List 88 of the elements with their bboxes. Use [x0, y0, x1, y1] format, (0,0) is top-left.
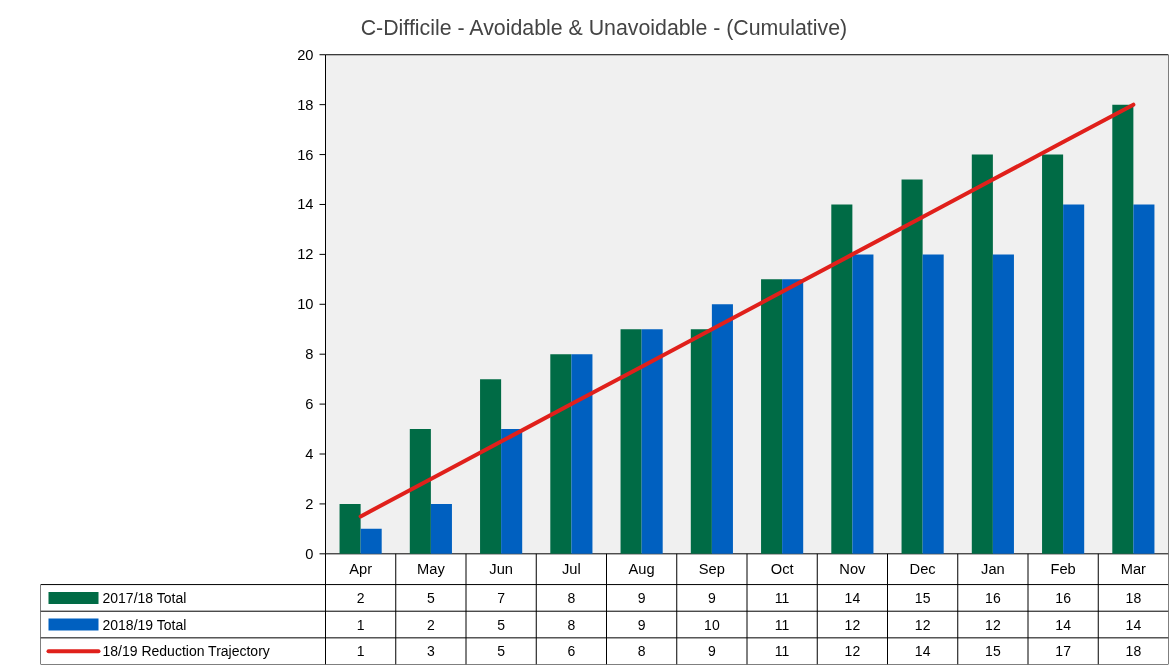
data-label: 11 — [774, 589, 790, 606]
y-tick-label: 20 — [297, 46, 314, 63]
y-tick-label: 2 — [305, 495, 314, 512]
data-label: 12 — [985, 616, 1001, 633]
data-label: 8 — [637, 643, 646, 660]
data-label: 9 — [637, 616, 646, 633]
y-tick-label: 10 — [297, 296, 314, 313]
data-label: 14 — [1055, 616, 1072, 633]
data-label: 12 — [914, 616, 931, 633]
bar — [711, 304, 733, 554]
y-tick-label: 16 — [297, 146, 314, 163]
data-label: 6 — [567, 643, 576, 660]
data-label: 16 — [985, 589, 1001, 606]
data-label: 8 — [567, 589, 576, 606]
bar — [430, 503, 452, 554]
bar — [550, 354, 572, 554]
data-label: 9 — [637, 589, 646, 606]
y-tick-label: 0 — [305, 545, 314, 562]
bar — [571, 354, 593, 554]
x-tick-label: Nov — [839, 561, 867, 578]
x-tick-label: Mar — [1120, 561, 1147, 578]
data-label: 5 — [497, 643, 506, 660]
data-label: 14 — [914, 643, 931, 660]
data-label: 14 — [844, 589, 861, 606]
bar — [901, 179, 923, 554]
bar — [641, 329, 663, 554]
bar — [922, 254, 944, 554]
bar — [690, 329, 712, 554]
data-label: 18 — [1125, 643, 1142, 660]
x-tick-label: Aug — [628, 561, 655, 578]
bar — [1112, 104, 1134, 554]
data-label: 17 — [1055, 643, 1072, 660]
bar — [360, 528, 382, 554]
data-label: 11 — [774, 643, 790, 660]
bar — [761, 279, 783, 554]
legend-label: 2018/19 Total — [102, 616, 187, 633]
data-label: 3 — [426, 643, 435, 660]
data-label: 18 — [1125, 589, 1142, 606]
data-label: 9 — [707, 589, 716, 606]
bar — [409, 429, 431, 554]
y-tick-label: 12 — [297, 246, 314, 263]
data-label: 7 — [497, 589, 506, 606]
bar — [992, 254, 1014, 554]
bar — [852, 254, 874, 554]
x-tick-label: Oct — [770, 561, 794, 578]
bar — [480, 379, 502, 554]
bar — [1063, 204, 1085, 554]
data-label: 15 — [914, 589, 931, 606]
bar — [782, 279, 804, 554]
x-tick-label: May — [417, 561, 446, 578]
y-tick-label: 4 — [305, 446, 314, 463]
data-label: 10 — [704, 616, 720, 633]
x-tick-label: Feb — [1050, 561, 1076, 578]
x-tick-label: Jan — [981, 561, 1005, 578]
data-label: 1 — [356, 643, 365, 660]
bar — [971, 154, 993, 554]
bar — [501, 429, 523, 554]
data-label: 5 — [497, 616, 506, 633]
x-tick-label: Jun — [489, 561, 513, 578]
data-label: 12 — [844, 643, 861, 660]
y-tick-label: 14 — [297, 196, 314, 213]
y-tick-label: 8 — [305, 346, 314, 363]
data-label: 12 — [844, 616, 861, 633]
data-label: 5 — [426, 589, 435, 606]
bar — [620, 329, 642, 554]
x-tick-label: Dec — [909, 561, 936, 578]
bar — [831, 204, 853, 554]
legend-label: 2017/18 Total — [102, 589, 187, 606]
x-tick-label: Jul — [562, 561, 581, 578]
data-label: 11 — [774, 616, 790, 633]
legend-label: 18/19 Reduction Trajectory — [102, 643, 270, 660]
line-series — [358, 102, 1136, 519]
data-label: 16 — [1055, 589, 1072, 606]
data-label: 2 — [426, 616, 435, 633]
x-tick-label: Sep — [698, 561, 725, 578]
data-label: 9 — [707, 643, 716, 660]
y-tick-label: 6 — [305, 396, 314, 413]
bar — [1042, 154, 1064, 554]
bar — [339, 503, 361, 554]
data-label: 15 — [985, 643, 1001, 660]
y-tick-label: 18 — [297, 96, 314, 113]
data-label: 8 — [567, 616, 576, 633]
data-label: 14 — [1125, 616, 1142, 633]
data-label: 1 — [356, 616, 365, 633]
x-tick-label: Apr — [349, 561, 373, 578]
chart-title: C-Difficile - Avoidable & Unavoidable - (Cumulative) — [360, 15, 848, 40]
data-label: 2 — [356, 589, 365, 606]
bar — [1133, 204, 1155, 554]
